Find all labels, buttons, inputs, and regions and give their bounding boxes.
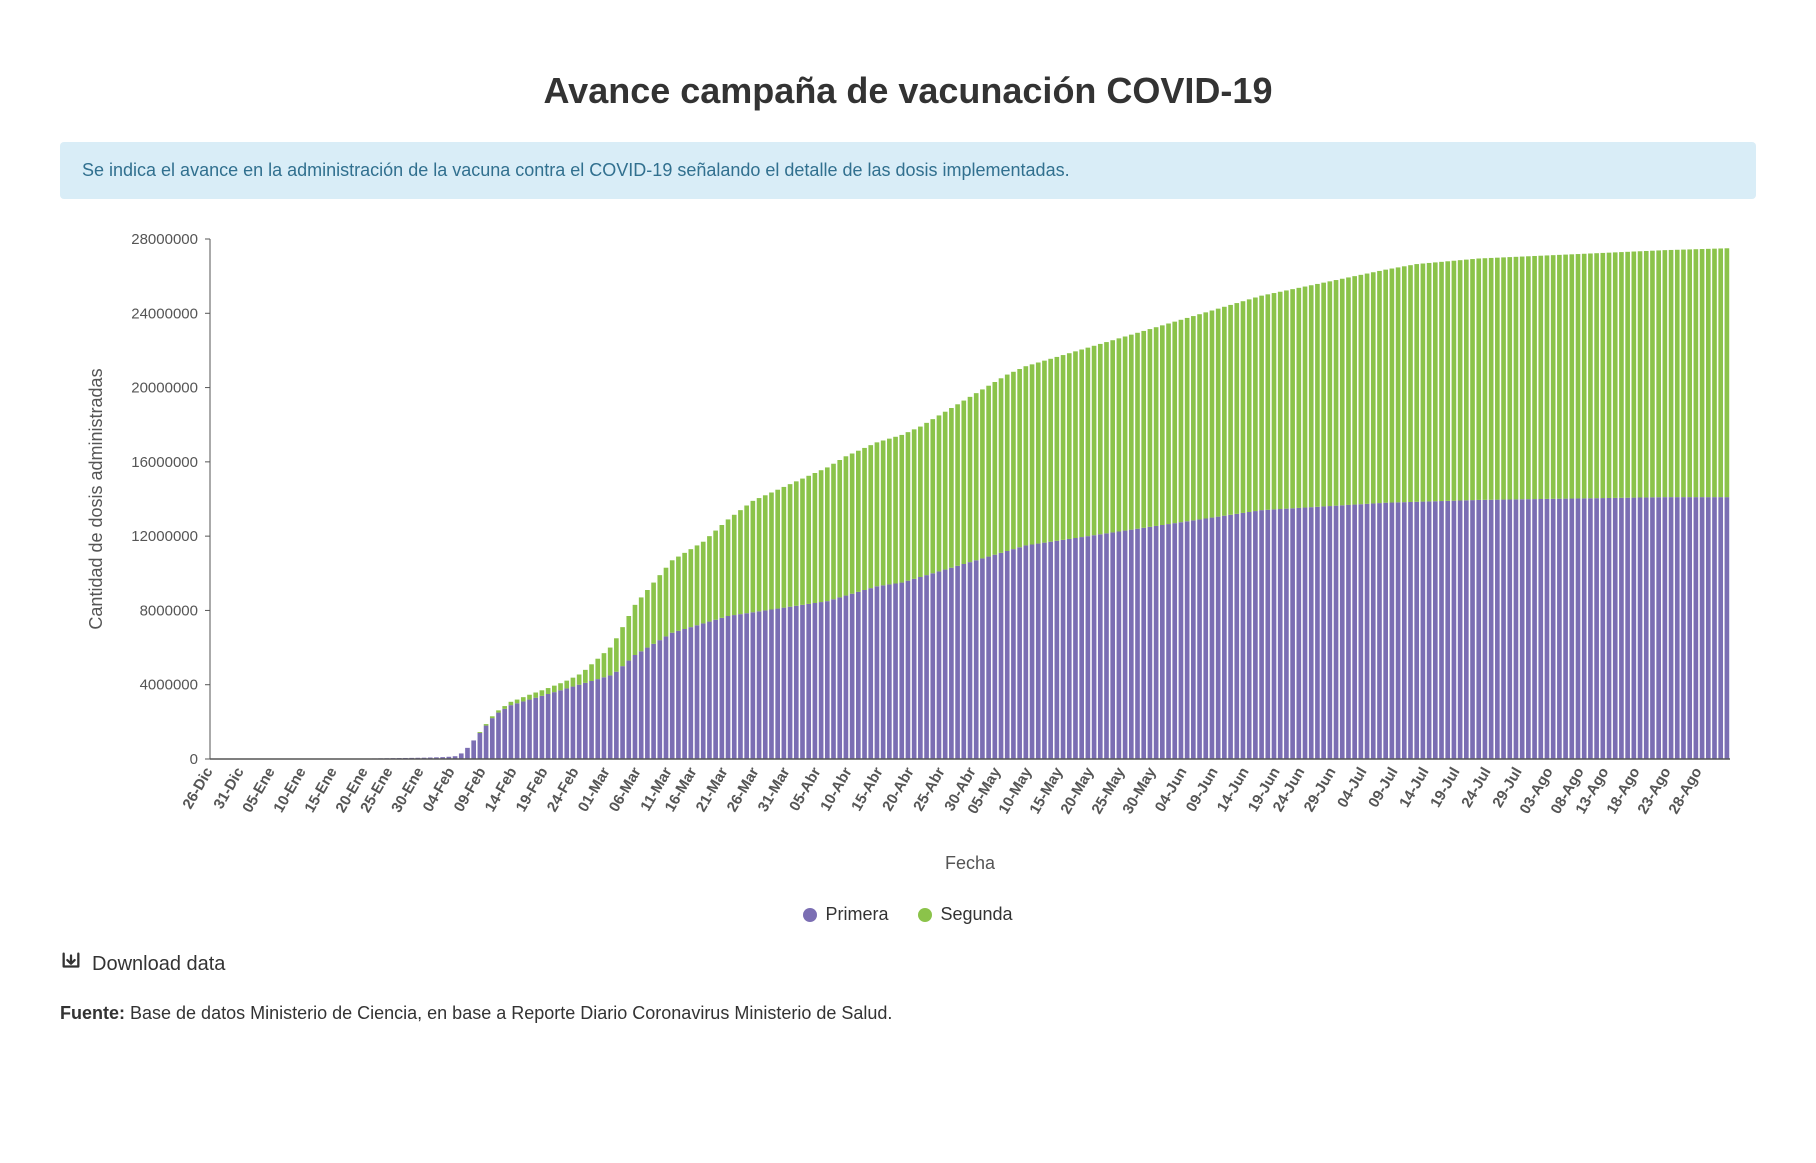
legend-item-segunda: Segunda [918, 904, 1012, 925]
svg-text:0: 0 [190, 751, 198, 768]
legend-dot-segunda [918, 908, 932, 922]
legend-item-primera: Primera [803, 904, 888, 925]
svg-text:24000000: 24000000 [131, 305, 198, 322]
svg-text:8000000: 8000000 [140, 602, 198, 619]
legend-label-segunda: Segunda [940, 904, 1012, 925]
legend: Primera Segunda [60, 904, 1756, 925]
chart-container: 0 4000000 8000000 12000000 16000000 20000000 2… [80, 229, 1756, 894]
svg-text:16000000: 16000000 [131, 454, 198, 471]
download-icon [60, 950, 82, 978]
legend-dot-primera [803, 908, 817, 922]
svg-text:Fecha: Fecha [945, 853, 996, 873]
stacked-bar-chart: 0 4000000 8000000 12000000 16000000 20000000 2… [80, 229, 1750, 889]
svg-text:14-Jul: 14-Jul [1396, 765, 1432, 811]
svg-text:20000000: 20000000 [131, 380, 198, 397]
svg-text:09-Jul: 09-Jul [1365, 765, 1401, 811]
source-text: Fuente: Base de datos Ministerio de Cien… [60, 1003, 1756, 1024]
source-body: Base de datos Ministerio de Ciencia, en … [125, 1003, 892, 1023]
svg-text:04-Jul: 04-Jul [1334, 765, 1370, 811]
download-label: Download data [92, 953, 225, 976]
svg-text:12000000: 12000000 [131, 528, 198, 545]
chart-title: Avance campaña de vacunación COVID-19 [60, 70, 1756, 112]
svg-text:Cantidad de dosis administrada: Cantidad de dosis administradas [86, 368, 106, 629]
svg-text:28000000: 28000000 [131, 231, 198, 248]
download-button[interactable]: Download data [60, 950, 225, 978]
svg-text:19-Jul: 19-Jul [1427, 765, 1463, 811]
legend-label-primera: Primera [825, 904, 888, 925]
info-box: Se indica el avance en la administración… [60, 142, 1756, 199]
svg-text:4000000: 4000000 [140, 677, 198, 694]
svg-text:24-Jul: 24-Jul [1458, 765, 1494, 811]
source-prefix: Fuente: [60, 1003, 125, 1023]
